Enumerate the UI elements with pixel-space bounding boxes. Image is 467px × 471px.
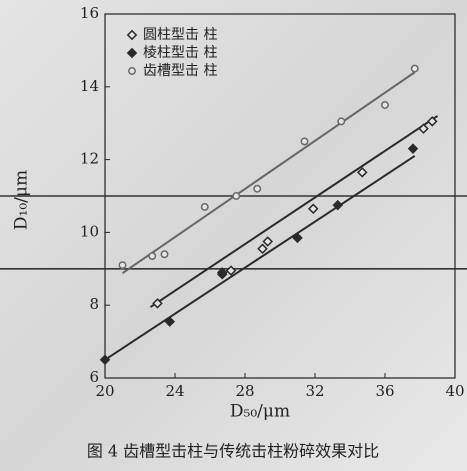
y-tick-label: 10 [80, 222, 99, 240]
point [99, 354, 111, 366]
point [160, 250, 169, 259]
y-tick-label: 16 [80, 4, 99, 22]
point [426, 116, 438, 127]
x-tick-label: 40 [445, 382, 464, 400]
point [257, 243, 268, 255]
point [200, 202, 209, 211]
legend-label: 齿槽型击 柱 [143, 63, 217, 79]
point [164, 316, 176, 327]
point [300, 137, 309, 146]
x-tick-label: 28 [235, 382, 254, 400]
legend-marker [128, 67, 136, 75]
point [381, 101, 389, 109]
y-axis-label: D₁₀/μm [12, 170, 32, 230]
point [216, 268, 228, 280]
point [407, 143, 419, 154]
point [332, 199, 344, 211]
point [148, 252, 157, 261]
point [152, 298, 163, 309]
y-tick-label: 8 [89, 295, 99, 313]
x-tick-label: 24 [165, 382, 184, 400]
caption: 图 4 齿槽型击柱与传统击柱粉碎效果对比 [87, 442, 379, 461]
legend-label: 圆柱型击 柱 [143, 27, 217, 43]
y-tick-label: 6 [89, 368, 99, 386]
point [118, 261, 127, 270]
point [337, 117, 346, 126]
point [262, 236, 274, 247]
point [292, 232, 303, 244]
x-tick-label: 36 [375, 382, 394, 400]
point [225, 265, 237, 276]
point [418, 123, 429, 134]
legend-marker [126, 29, 138, 41]
point [253, 184, 262, 193]
point [232, 192, 241, 200]
point [307, 203, 319, 215]
point [356, 167, 368, 178]
x-tick-label: 32 [305, 382, 324, 400]
fit-line [121, 71, 416, 274]
fit-line [104, 155, 416, 361]
point [410, 64, 419, 73]
x-axis-label: D₅₀/μm [230, 402, 290, 422]
y-tick-label: 12 [80, 150, 99, 168]
legend-label: 棱柱型击 柱 [143, 45, 217, 61]
x-tick-label: 20 [95, 382, 114, 400]
legend-marker [126, 47, 138, 59]
fit-line [149, 115, 439, 308]
y-tick-label: 14 [80, 77, 99, 95]
